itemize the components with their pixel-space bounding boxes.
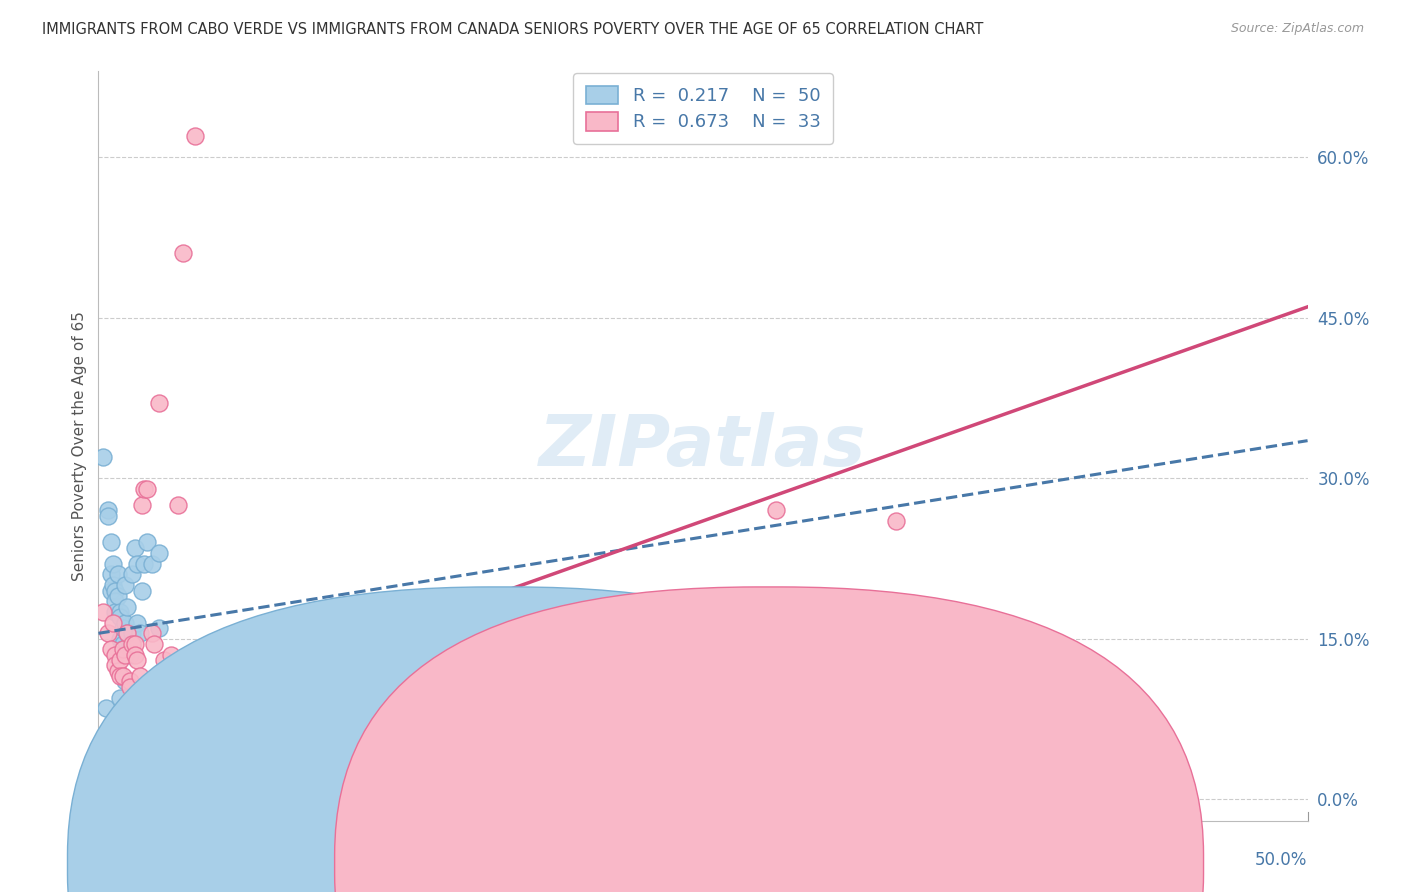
Point <box>104 605 127 619</box>
Point <box>114 648 136 662</box>
Point <box>145 717 167 731</box>
Point <box>94 701 117 715</box>
Point <box>104 658 127 673</box>
Point <box>124 637 146 651</box>
Point <box>134 557 156 571</box>
Point <box>152 653 174 667</box>
Point <box>114 578 136 592</box>
Legend: R =  0.217    N =  50, R =  0.673    N =  33: R = 0.217 N = 50, R = 0.673 N = 33 <box>574 73 832 145</box>
Point <box>121 567 143 582</box>
Text: IMMIGRANTS FROM CABO VERDE VS IMMIGRANTS FROM CANADA SENIORS POVERTY OVER THE AG: IMMIGRANTS FROM CABO VERDE VS IMMIGRANTS… <box>42 22 984 37</box>
Point <box>100 583 122 598</box>
Point <box>135 482 157 496</box>
Point <box>172 246 194 260</box>
Point <box>117 626 139 640</box>
Point <box>124 648 146 662</box>
Point <box>179 765 201 780</box>
Point <box>143 637 166 651</box>
Point <box>172 749 194 764</box>
Point <box>184 128 207 143</box>
Point <box>108 669 131 683</box>
Point <box>97 503 120 517</box>
Point <box>104 594 127 608</box>
Point <box>131 583 153 598</box>
Point <box>100 567 122 582</box>
Point <box>104 712 127 726</box>
Point <box>111 621 134 635</box>
Point <box>104 583 127 598</box>
Point <box>121 626 143 640</box>
Point <box>97 508 120 523</box>
Point <box>124 541 146 555</box>
Point <box>127 696 149 710</box>
Point <box>100 642 122 657</box>
Text: 50.0%: 50.0% <box>1256 851 1308 869</box>
Point <box>101 615 124 630</box>
Point <box>886 514 908 528</box>
Point <box>117 599 139 614</box>
Point <box>114 674 136 689</box>
Point <box>97 626 120 640</box>
Point <box>141 557 163 571</box>
Point <box>111 642 134 657</box>
Point <box>127 557 149 571</box>
Point <box>167 498 190 512</box>
Point <box>118 674 141 689</box>
Point <box>128 669 150 683</box>
Point <box>118 637 141 651</box>
Point <box>91 450 114 464</box>
Point <box>111 717 134 731</box>
Point <box>111 637 134 651</box>
Point <box>101 578 124 592</box>
Text: Immigrants from Canada: Immigrants from Canada <box>787 858 979 872</box>
Point <box>108 610 131 624</box>
Point <box>108 632 131 646</box>
Point <box>121 637 143 651</box>
Point <box>131 498 153 512</box>
Point <box>101 557 124 571</box>
Point <box>148 546 170 560</box>
Point <box>195 749 218 764</box>
Point <box>100 535 122 549</box>
Point <box>160 648 183 662</box>
Point <box>104 648 127 662</box>
Point <box>148 621 170 635</box>
Point <box>134 482 156 496</box>
Point <box>128 626 150 640</box>
Point <box>107 567 129 582</box>
Text: ZIPatlas: ZIPatlas <box>540 411 866 481</box>
Point <box>765 503 787 517</box>
Point <box>108 690 131 705</box>
Point <box>108 653 131 667</box>
Point <box>148 396 170 410</box>
Text: Immigrants from Cabo Verde: Immigrants from Cabo Verde <box>520 858 741 872</box>
Text: 0.0%: 0.0% <box>98 851 141 869</box>
Point <box>107 589 129 603</box>
Y-axis label: Seniors Poverty Over the Age of 65: Seniors Poverty Over the Age of 65 <box>72 311 87 581</box>
Point <box>118 648 141 662</box>
Point <box>114 615 136 630</box>
Point <box>121 637 143 651</box>
Text: Source: ZipAtlas.com: Source: ZipAtlas.com <box>1230 22 1364 36</box>
Point <box>135 717 157 731</box>
Point <box>135 535 157 549</box>
Point <box>117 626 139 640</box>
Point <box>118 680 141 694</box>
Point <box>107 664 129 678</box>
Point <box>127 653 149 667</box>
Point <box>91 605 114 619</box>
Point <box>111 642 134 657</box>
Point <box>108 605 131 619</box>
Point <box>111 669 134 683</box>
Point <box>141 626 163 640</box>
Point <box>165 728 187 742</box>
Point <box>127 615 149 630</box>
